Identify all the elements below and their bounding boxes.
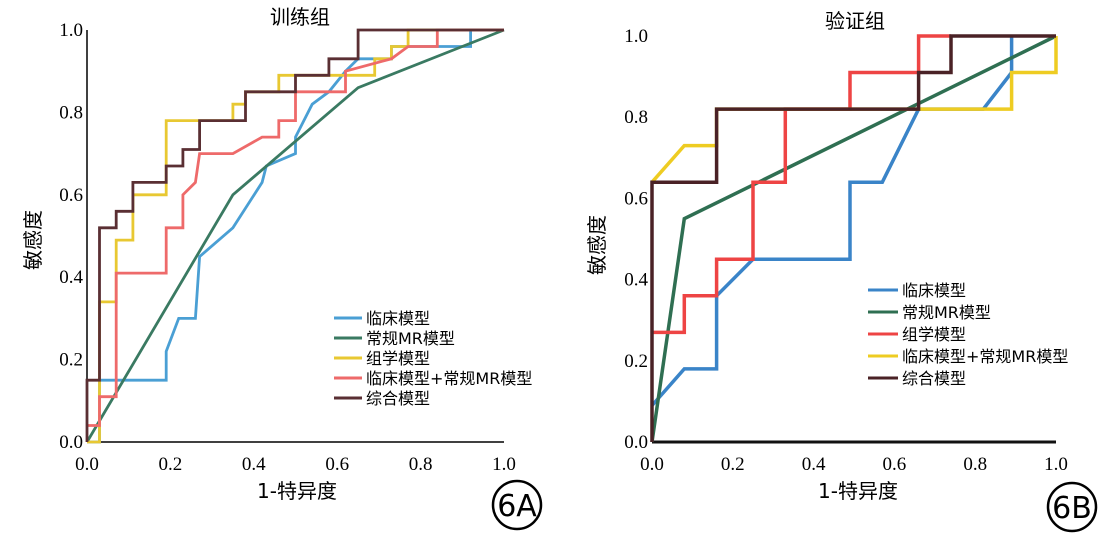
x-tick-label: 0.0 xyxy=(640,454,664,475)
x-tick-label: 1.0 xyxy=(492,454,516,475)
y-tick-label: 0.2 xyxy=(624,351,648,372)
plot-area: 0.0 0.2 0.4 0.6 0.8 1.0 0.0 0.2 0.4 0.6 0.8 1.0 xyxy=(624,26,1068,475)
y-tick-label: 1.0 xyxy=(59,20,83,41)
legend-label: 综合模型 xyxy=(366,389,430,408)
legend-label: 临床模型+常规MR模型 xyxy=(366,369,532,388)
series-line-4 xyxy=(87,28,504,427)
series-line-5 xyxy=(85,28,504,442)
panel-validation: 验证组 0.0 0.2 0.4 0.6 0.8 1.0 0.0 0.2 0.4 0.6 0.8 1.0… xyxy=(585,9,1098,533)
legend-label: 临床模型 xyxy=(902,281,966,300)
y-tick-label: 0.8 xyxy=(624,107,648,128)
x-tick-label: 1.0 xyxy=(1044,454,1068,475)
panel-label-badge: 6B xyxy=(1046,481,1098,533)
legend-label: 常规MR模型 xyxy=(902,303,991,322)
series-line-3 xyxy=(652,34,951,335)
x-tick-label: 0.0 xyxy=(75,454,99,475)
y-tick-label: 1.0 xyxy=(624,26,648,47)
legend-label: 综合模型 xyxy=(902,369,966,388)
y-tick-label: 0.4 xyxy=(624,270,648,291)
y-tick-label: 0.6 xyxy=(59,185,83,206)
y-tick-label: 0.4 xyxy=(59,267,83,288)
panel-label-badge: 6A xyxy=(491,479,543,531)
panel-label-circle xyxy=(491,479,543,531)
series-line-3 xyxy=(87,28,504,444)
y-axis-label: 敏感度 xyxy=(21,210,45,270)
x-tick-label: 0.6 xyxy=(883,454,907,475)
panel-train: 训练组 0.0 0.2 0.4 0.6 0.8 1.0 0.0 0.2 0.4 0.6 0.8 1.0… xyxy=(21,5,543,531)
y-tick-label: 0.6 xyxy=(624,188,648,209)
chart-title: 验证组 xyxy=(825,9,885,33)
series-line-1 xyxy=(650,36,1014,407)
y-tick-label: 0.0 xyxy=(59,432,83,453)
legend-label: 常规MR模型 xyxy=(366,329,455,348)
panel-label-circle xyxy=(1046,481,1098,533)
x-tick-label: 0.4 xyxy=(802,454,826,475)
x-tick-label: 0.2 xyxy=(159,454,183,475)
legend-label: 临床模型 xyxy=(366,309,430,328)
series-line-2 xyxy=(650,34,1057,443)
y-tick-label: 0.8 xyxy=(59,102,83,123)
legend-label: 组学模型 xyxy=(902,325,966,344)
legend-label: 组学模型 xyxy=(366,349,430,368)
panel-label: 6B xyxy=(1052,491,1092,526)
panel-label: 6A xyxy=(497,489,537,524)
x-axis-label: 1-特异度 xyxy=(818,479,898,503)
y-tick-label: 0.2 xyxy=(59,350,83,371)
legend-label: 临床模型+常规MR模型 xyxy=(902,347,1068,366)
plot-area: 0.0 0.2 0.4 0.6 0.8 1.0 0.0 0.2 0.4 0.6 0.8 1.0 xyxy=(59,20,516,475)
y-axis-label: 敏感度 xyxy=(585,215,609,275)
series-line-5 xyxy=(650,34,1056,442)
x-tick-label: 0.2 xyxy=(721,454,745,475)
y-tick-label: 0.0 xyxy=(624,432,648,453)
series-line-2 xyxy=(85,28,505,443)
x-axis-label: 1-特异度 xyxy=(257,479,337,503)
x-tick-label: 0.4 xyxy=(242,454,266,475)
x-tick-label: 0.6 xyxy=(325,454,349,475)
chart-title: 训练组 xyxy=(270,5,330,29)
x-tick-label: 0.8 xyxy=(963,454,987,475)
x-tick-label: 0.8 xyxy=(409,454,433,475)
